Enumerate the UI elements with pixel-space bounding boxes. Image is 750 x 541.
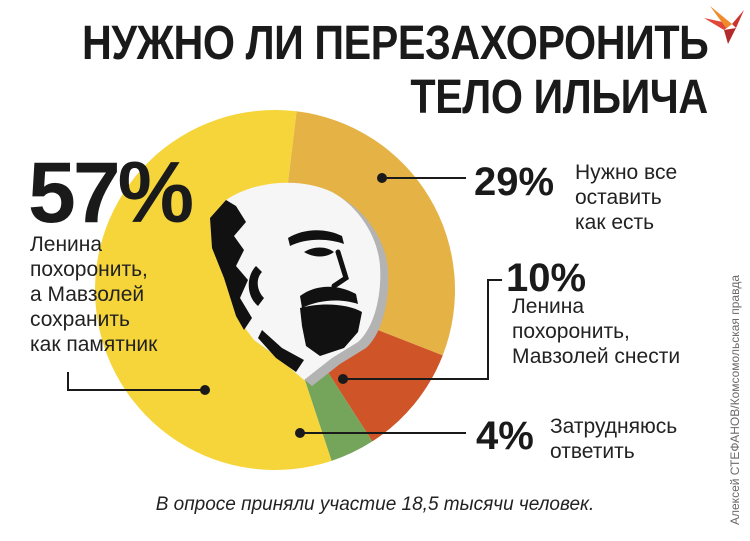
slice-percent-4: 4% [476,414,534,458]
slice-description-29: Нужно все оставить как есть [575,161,678,234]
callout-dot-29 [377,173,387,183]
slice-description-4: Затрудняюсь ответить [550,415,678,463]
callout-line-10 [343,279,502,380]
lenin-portrait-icon [210,182,389,386]
page-title: ТЕЛО ИЛЬИЧА [410,71,709,124]
slice-percent-57: 57% [28,145,194,241]
kp-bird-logo-icon [704,6,744,44]
survey-footnote: В опросе приняли участие 18,5 тысячи чел… [155,494,595,515]
portrait-beard [300,304,362,356]
callout-dot-57 [200,385,210,395]
callout-dot-10 [338,374,348,384]
portrait-jaw [258,330,304,372]
slice-description-57: Ленина похоронить, а Мавзолей сохранить … [30,233,158,356]
slice-percent-29: 29% [474,160,555,204]
portrait-hair [210,200,252,330]
slice-percent-10: 10% [506,256,587,300]
author-credit: Алексей СТЕФАНОВ/Комсомольская правда [728,275,742,525]
page-title: НУЖНО ЛИ ПЕРЕЗАХОРОНИТЬ [81,17,709,70]
slice-description-10: Ленина похоронить, Мавзолей снести [512,295,681,368]
portrait-nose [331,249,349,289]
callout-dot-4 [295,428,305,438]
portrait-ear [248,266,264,306]
portrait-eye [304,247,334,257]
portrait-brow [288,230,344,246]
portrait-mustache [300,286,358,308]
callout-line-57 [67,372,205,391]
